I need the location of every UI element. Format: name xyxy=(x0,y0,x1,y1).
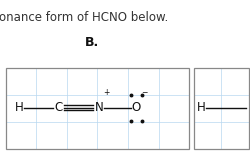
Bar xyxy=(194,68,249,149)
Text: O: O xyxy=(132,101,141,114)
Text: C: C xyxy=(54,101,63,114)
Text: −: − xyxy=(141,88,148,97)
Text: B.: B. xyxy=(86,36,100,49)
Text: onance form of HCNO below.: onance form of HCNO below. xyxy=(0,11,168,23)
Bar xyxy=(6,68,189,149)
Text: H: H xyxy=(197,101,205,114)
Text: N: N xyxy=(94,101,103,114)
Text: H: H xyxy=(14,101,23,114)
Text: +: + xyxy=(103,88,110,97)
